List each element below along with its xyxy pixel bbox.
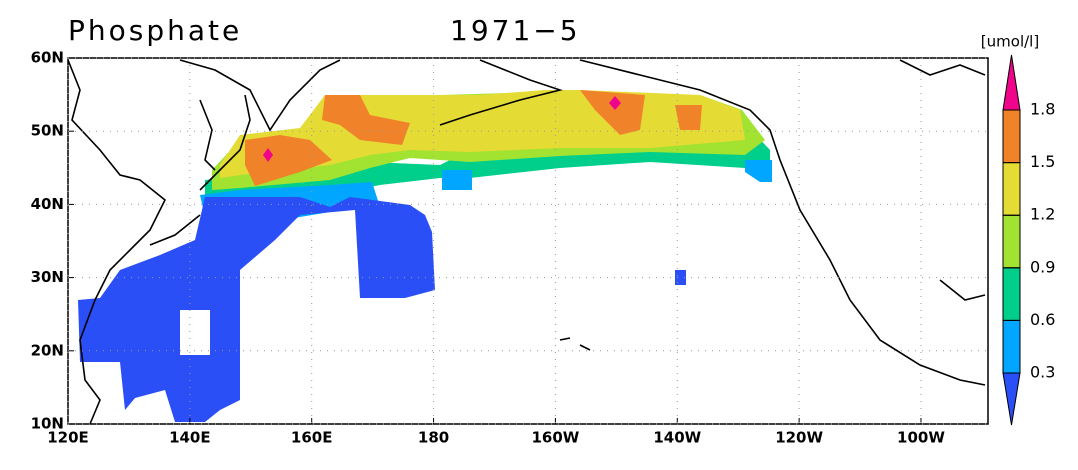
colorbar-label: [umol/l] [981,33,1039,51]
x-tick-label: 180 [418,429,449,447]
coastline [939,279,986,301]
coastlines [67,59,986,425]
coastline [67,59,167,425]
x-tick-label: 140E [169,429,211,447]
y-tick-label: 20N [31,341,64,359]
contour-region [322,95,410,145]
x-tick-label: 120E [47,429,89,447]
gap [180,310,210,355]
contour-region [580,90,645,135]
y-tick-label: 30N [31,268,64,286]
contour-region [263,148,273,162]
coastline [149,214,201,246]
y-tick-label: 50N [31,122,64,140]
x-tick-label: 100W [897,429,945,447]
title: Phosphate [68,14,242,47]
colorbar-segment [1002,319,1021,374]
colorbar-tick-label: 0.3 [1030,363,1055,382]
colorbar-segment [1002,372,1021,426]
coastline [199,99,216,171]
colorbar-tick-label: 0.9 [1030,257,1055,276]
contour-region [78,197,435,422]
x-tick-label: 120W [775,429,823,447]
contour-region [675,270,686,285]
coastline [439,59,563,126]
colorbar-segment [1002,267,1021,321]
field [78,90,772,422]
colorbar-segment [1002,162,1021,216]
colorbar-segment [1002,214,1021,269]
coastline [579,59,986,386]
contour-region [442,170,472,190]
y-tick-label: 10N [31,415,64,433]
colorbar-tick-label: 1.5 [1030,152,1055,171]
coastline [899,59,986,76]
contour-region [245,135,332,186]
colorbar-segment [1002,54,1021,111]
coastline [199,94,251,191]
colorbar-segment [1002,109,1021,164]
contour-region [609,96,621,110]
y-tick-label: 60N [31,49,64,67]
x-tick-label: 140W [653,429,701,447]
x-tick-label: 160E [291,429,333,447]
y-tick-label: 40N [31,195,64,213]
colorbar-tick-label: 1.2 [1030,205,1055,224]
x-tick-label: 160W [531,429,579,447]
contour-region [675,105,702,130]
subtitle: 1971−5 [450,14,581,47]
colorbar-tick-label: 0.6 [1030,310,1055,329]
coastline [559,337,591,351]
contour-region [745,160,772,182]
colorbar-tick-label: 1.8 [1030,100,1055,119]
coastline [179,59,341,132]
